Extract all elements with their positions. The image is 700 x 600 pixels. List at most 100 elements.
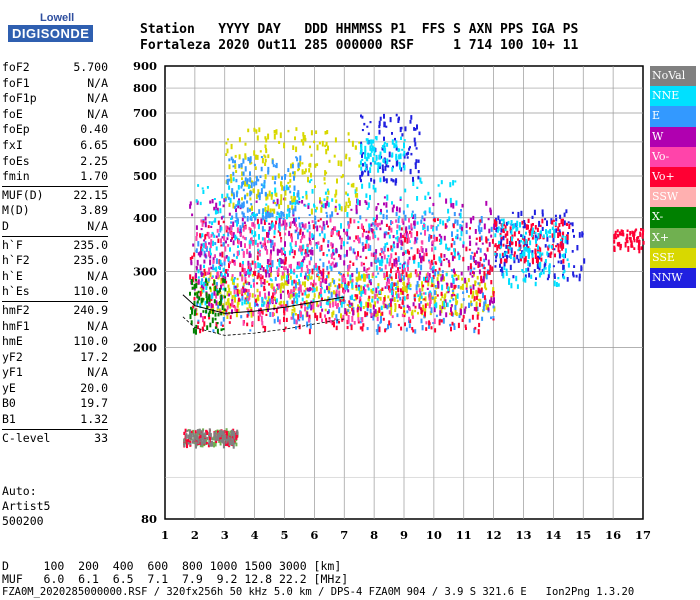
echo-point-nne: [197, 184, 200, 187]
echo-point-nne: [379, 151, 382, 156]
echo-point-e: [232, 192, 235, 195]
param-key: h`Es: [2, 284, 30, 299]
echo-point-nne: [369, 139, 372, 144]
echo-point-e: [241, 211, 244, 215]
echo-point-sse: [235, 169, 238, 173]
echo-point-w: [380, 208, 382, 215]
echo-point-vo-: [536, 249, 539, 253]
echo-point-nnw: [378, 129, 381, 135]
echo-point-e: [414, 213, 417, 220]
echo-point-nne: [254, 239, 257, 245]
echo-point-nne: [507, 246, 510, 249]
echo-point-vo-: [418, 249, 420, 253]
echo-point-vo-: [637, 236, 640, 239]
echo-point-sse: [244, 180, 246, 187]
echo-point-vo-: [344, 231, 347, 235]
echo-point-vo-: [374, 293, 377, 299]
echo-point-w: [370, 223, 373, 227]
echo-point-nnw: [576, 245, 579, 251]
echo-point-sse: [232, 281, 235, 285]
echo-point-vo-: [436, 294, 439, 297]
echo-point-nne: [209, 247, 212, 253]
echo-point-vo-: [370, 252, 373, 257]
echo-point-vo-: [359, 296, 362, 300]
param-separator: [2, 300, 108, 302]
echo-point-nne: [445, 272, 448, 277]
echo-point-nnw: [366, 125, 369, 128]
echo-point-vo-: [221, 251, 224, 258]
echo-point-sse: [356, 277, 359, 283]
echo-point-sse: [255, 193, 258, 200]
echo-point-vo-: [199, 233, 202, 238]
param-key: hmE: [2, 334, 23, 349]
echo-point-x-: [222, 328, 225, 331]
echo-point-vo-: [297, 287, 300, 291]
echo-point-w: [209, 200, 212, 204]
echo-point-w: [226, 237, 229, 241]
echo-point-sse: [216, 306, 219, 311]
echo-point-vo-: [477, 329, 480, 335]
echo-point-vo-: [435, 236, 438, 242]
echo-point-nne: [379, 212, 382, 215]
echo-point-nne: [360, 149, 363, 152]
echo-point-w: [279, 293, 282, 300]
echo-point-vo-: [347, 319, 350, 324]
echo-point-sse: [292, 145, 295, 150]
echo-point-sse: [303, 171, 306, 175]
x-tick-label: 16: [605, 528, 621, 542]
echo-point-e: [478, 227, 480, 232]
echo-point-e: [387, 324, 389, 330]
echo-point-e: [260, 244, 263, 249]
echo-point-w: [346, 249, 348, 255]
echo-point-e: [389, 274, 392, 279]
echo-point-sse: [269, 271, 272, 277]
echo-point-w: [402, 252, 405, 256]
echo-point-nne: [394, 287, 397, 290]
echo-point-vo-: [361, 326, 364, 332]
echo-point-vo-: [357, 321, 360, 324]
echo-point-e: [453, 325, 456, 330]
echo-point-sse: [355, 286, 358, 291]
echo-point-noval: [217, 436, 220, 441]
echo-point-e: [415, 238, 418, 244]
echo-point-vo-: [480, 287, 483, 293]
echo-point-sse: [460, 285, 463, 290]
echo-point-w: [284, 241, 286, 247]
echo-point-vo-: [203, 268, 206, 273]
echo-point-vo-: [554, 253, 556, 258]
echo-point-vo-: [634, 229, 637, 233]
echo-point-x-: [214, 285, 217, 292]
echo-point-nne: [549, 235, 552, 238]
echo-point-vo-: [319, 270, 322, 274]
echo-point-e: [492, 305, 495, 309]
echo-point-w: [243, 221, 246, 224]
echo-point-w: [283, 197, 286, 201]
echo-point-vo-: [269, 253, 272, 259]
echo-point-e: [233, 285, 236, 290]
echo-point-sse: [316, 163, 319, 167]
echo-point-w: [200, 228, 203, 231]
echo-point-e: [383, 231, 386, 235]
echo-point-nne: [349, 304, 352, 307]
echo-point-vo-: [377, 237, 380, 241]
echo-point-w: [301, 223, 304, 228]
echo-point-w: [276, 249, 279, 256]
echo-point-e: [431, 296, 434, 300]
echo-point-e: [228, 158, 231, 162]
echo-point-vo-: [533, 230, 536, 235]
echo-point-vo-: [509, 226, 512, 232]
echo-point-nnw: [567, 221, 570, 224]
echo-point-vo-: [270, 298, 273, 303]
echo-point-vo-: [226, 305, 229, 310]
echo-point-w: [474, 229, 477, 234]
echo-point-nne: [390, 283, 393, 290]
echo-point-vo-: [627, 246, 630, 252]
echo-point-e: [296, 157, 299, 162]
echo-point-vo-: [483, 270, 486, 276]
echo-point-e: [480, 227, 483, 232]
echo-point-nne: [521, 269, 524, 272]
echo-point-sse: [236, 277, 239, 281]
echo-point-e: [232, 171, 235, 176]
echo-point-w: [306, 311, 309, 317]
echo-point-vo-: [464, 324, 467, 328]
